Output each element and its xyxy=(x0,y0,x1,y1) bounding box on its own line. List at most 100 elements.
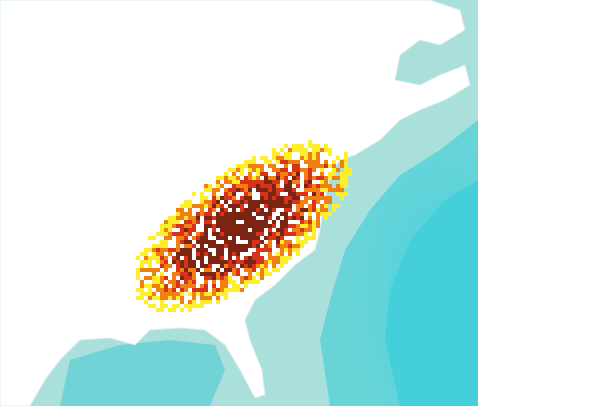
range-cell xyxy=(284,240,288,244)
range-cell xyxy=(336,192,340,196)
range-cell xyxy=(200,288,204,292)
range-cell xyxy=(188,300,192,304)
range-cell xyxy=(204,216,208,220)
range-cell xyxy=(308,160,312,164)
range-cell xyxy=(192,192,196,196)
range-cell xyxy=(232,264,236,268)
range-cell xyxy=(224,280,228,284)
range-cell xyxy=(232,288,236,292)
range-cell xyxy=(160,288,164,292)
range-cell xyxy=(272,208,276,212)
range-cell xyxy=(284,156,288,160)
range-cell xyxy=(228,180,232,184)
range-cell xyxy=(188,228,192,232)
range-cell xyxy=(208,188,212,192)
range-cell xyxy=(244,264,248,268)
range-cell xyxy=(240,276,244,280)
range-cell xyxy=(244,280,248,284)
range-cell xyxy=(336,204,340,208)
range-cell xyxy=(280,224,284,228)
range-cell xyxy=(224,296,228,300)
range-cell xyxy=(288,208,292,212)
range-cell xyxy=(180,208,184,212)
range-cell xyxy=(180,240,184,244)
range-cell xyxy=(244,220,248,224)
range-cell xyxy=(240,248,244,252)
range-cell xyxy=(216,268,220,272)
range-cell xyxy=(236,244,240,248)
range-cell xyxy=(172,220,176,224)
range-cell xyxy=(296,200,300,204)
range-cell xyxy=(344,176,348,180)
range-cell xyxy=(272,256,276,260)
range-cell xyxy=(244,224,248,228)
range-cell xyxy=(180,228,184,232)
range-cell xyxy=(168,288,172,292)
range-cell xyxy=(220,224,224,228)
range-cell xyxy=(312,160,316,164)
range-cell xyxy=(268,256,272,260)
range-cell xyxy=(296,160,300,164)
range-cell xyxy=(232,248,236,252)
range-cell xyxy=(212,256,216,260)
range-cell xyxy=(164,220,168,224)
range-cell xyxy=(248,264,252,268)
range-cell xyxy=(288,160,292,164)
range-cell xyxy=(236,188,240,192)
range-cell xyxy=(244,256,248,260)
range-cell xyxy=(192,260,196,264)
range-cell xyxy=(196,220,200,224)
range-cell xyxy=(268,272,272,276)
range-cell xyxy=(136,288,140,292)
range-cell xyxy=(252,244,256,248)
range-cell xyxy=(176,232,180,236)
range-cell xyxy=(220,280,224,284)
range-cell xyxy=(276,200,280,204)
range-cell xyxy=(180,268,184,272)
range-cell xyxy=(208,260,212,264)
range-cell xyxy=(340,192,344,196)
range-cell xyxy=(244,228,248,232)
range-cell xyxy=(228,212,232,216)
range-cell xyxy=(232,244,236,248)
range-cell xyxy=(240,200,244,204)
range-cell xyxy=(172,288,176,292)
range-cell xyxy=(292,192,296,196)
range-cell xyxy=(216,220,220,224)
range-cell xyxy=(224,216,228,220)
range-cell xyxy=(256,164,260,168)
range-cell xyxy=(264,188,268,192)
range-cell xyxy=(220,228,224,232)
range-cell xyxy=(308,156,312,160)
range-cell xyxy=(280,220,284,224)
range-cell xyxy=(288,192,292,196)
range-cell xyxy=(228,244,232,248)
range-cell xyxy=(196,304,200,308)
range-cell xyxy=(204,288,208,292)
range-cell xyxy=(208,264,212,268)
range-cell xyxy=(136,272,140,276)
range-cell xyxy=(280,172,284,176)
range-cell xyxy=(312,192,316,196)
range-cell xyxy=(236,256,240,260)
range-cell xyxy=(264,156,268,160)
range-cell xyxy=(140,292,144,296)
range-cell xyxy=(168,216,172,220)
range-cell xyxy=(248,184,252,188)
range-cell xyxy=(220,244,224,248)
range-cell xyxy=(176,256,180,260)
range-cell xyxy=(184,268,188,272)
range-cell xyxy=(340,184,344,188)
range-cell xyxy=(244,164,248,168)
range-cell xyxy=(168,232,172,236)
range-cell xyxy=(332,168,336,172)
range-cell xyxy=(260,248,264,252)
range-cell xyxy=(284,224,288,228)
range-cell xyxy=(304,188,308,192)
range-cell xyxy=(176,224,180,228)
range-cell xyxy=(216,276,220,280)
range-cell xyxy=(288,224,292,228)
range-cell xyxy=(204,204,208,208)
range-cell xyxy=(268,240,272,244)
range-cell xyxy=(224,284,228,288)
